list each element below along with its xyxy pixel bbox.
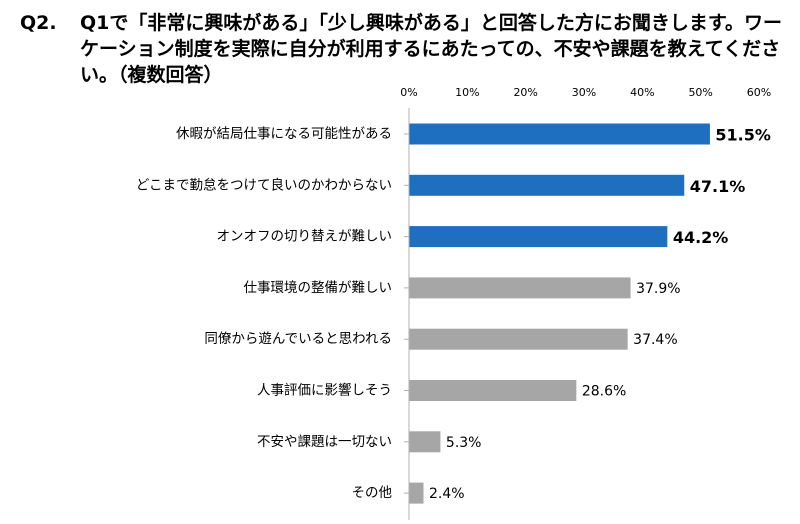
data-label: 44.2%: [673, 228, 729, 247]
x-tick-label: 40%: [630, 86, 654, 99]
data-label: 5.3%: [446, 435, 482, 451]
category-label: その他: [352, 485, 393, 501]
x-tick-label: 0%: [400, 86, 417, 99]
data-label: 47.1%: [690, 177, 746, 196]
category-label: オンオフの切り替えが難しい: [217, 229, 393, 245]
x-tick-label: 20%: [513, 86, 537, 99]
x-tick-label: 10%: [455, 86, 479, 99]
bar: [409, 226, 668, 248]
category-label: 人事評価に影響しそう: [257, 382, 392, 399]
category-label: 休暇が結局仕事になる可能性がある: [176, 126, 392, 142]
category-label: 仕事環境の整備が難しい: [244, 280, 393, 296]
x-tick-label: 60%: [747, 86, 771, 99]
bar: [409, 328, 628, 350]
bar: [409, 431, 441, 453]
question-number: Q2.: [20, 12, 57, 34]
x-tick-label: 30%: [572, 86, 596, 99]
question-title: Q2. Q1で「非常に興味がある」「少し興味がある」と回答した方にお聞きします。…: [20, 10, 790, 88]
data-label: 37.9%: [636, 281, 680, 297]
data-label: 37.4%: [633, 332, 677, 348]
data-label: 2.4%: [429, 486, 465, 502]
bar: [409, 277, 631, 299]
data-label: 28.6%: [582, 384, 626, 400]
question-text: Q1で「非常に興味がある」「少し興味がある」と回答した方にお聞きします。ワーケー…: [80, 12, 782, 86]
bar: [409, 380, 577, 401]
category-label: 同僚から遊んでいると思われる: [204, 331, 392, 347]
bar: [409, 482, 424, 504]
data-label: 51.5%: [715, 126, 771, 145]
category-label: どこまで勤怠をつけて良いのかわからない: [136, 177, 392, 193]
category-label: 不安や課題は一切ない: [257, 434, 392, 450]
bar: [409, 123, 710, 145]
x-tick-label: 50%: [688, 86, 712, 99]
bar: [409, 174, 685, 196]
